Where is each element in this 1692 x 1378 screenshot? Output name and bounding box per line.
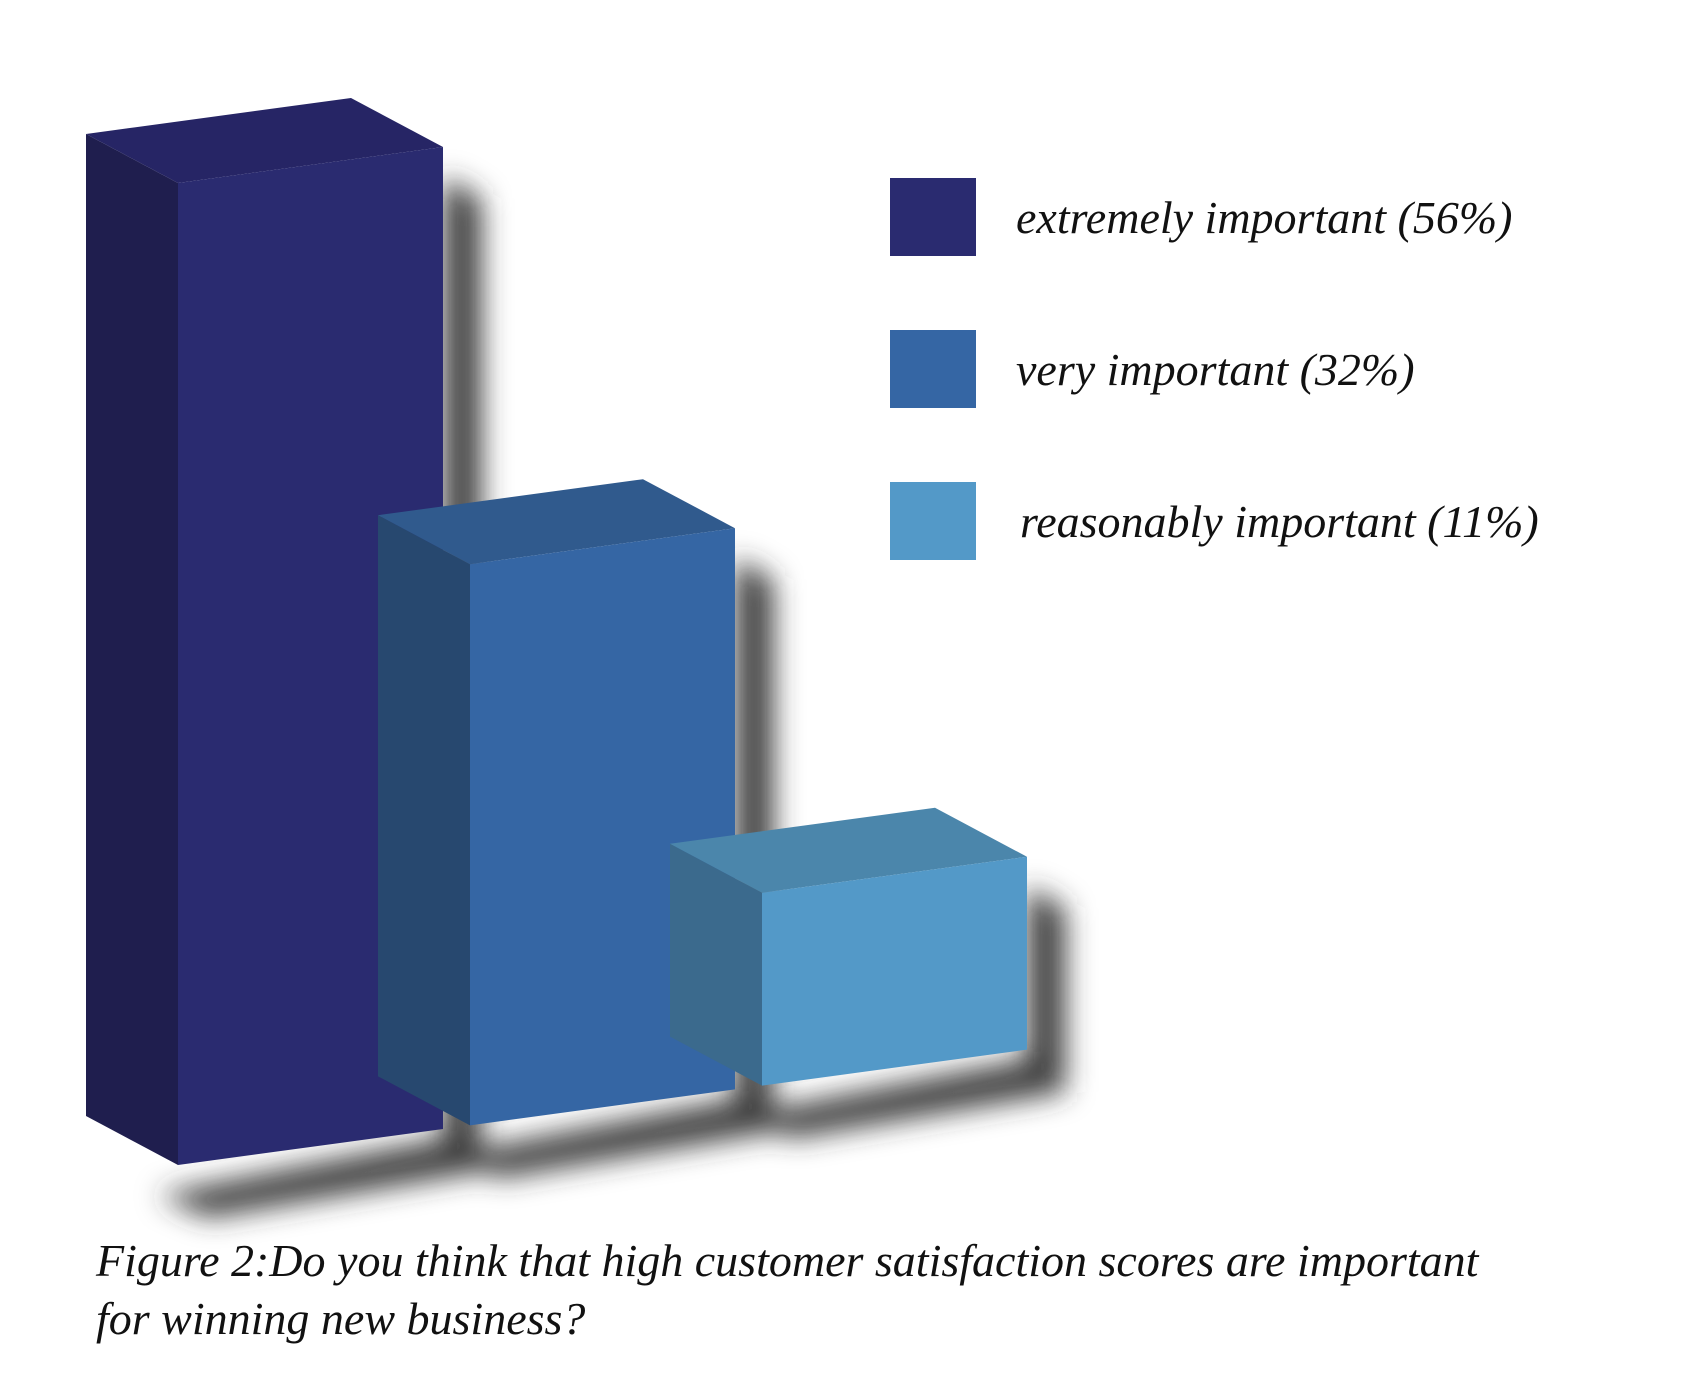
bar-top-2 — [378, 479, 735, 565]
bar-side-2 — [378, 515, 470, 1126]
bar-side-3 — [670, 843, 762, 1086]
bar-front-2 — [470, 528, 735, 1126]
bar-top-3 — [670, 807, 1027, 893]
bar-1 — [86, 98, 443, 1165]
bar-top-1 — [86, 98, 443, 183]
legend-swatch-3 — [890, 482, 976, 560]
bar-front-1 — [178, 147, 443, 1165]
bar-front-3 — [762, 856, 1027, 1086]
bars — [86, 98, 1027, 1165]
bar-side-1 — [86, 134, 178, 1165]
caption-line-1: Figure 2:Do you think that high customer… — [96, 1235, 1479, 1286]
legend: extremely important (56%) very important … — [890, 178, 1539, 560]
legend-label-3: reasonably important (11%) — [1020, 496, 1539, 547]
bar-2 — [378, 479, 735, 1126]
bar-3 — [670, 807, 1027, 1086]
legend-label-2: very important (32%) — [1016, 344, 1415, 395]
bar-shadow-2 — [450, 558, 773, 1178]
legend-swatch-2 — [890, 330, 976, 408]
legend-swatch-1 — [890, 178, 976, 256]
figure-caption: Figure 2:Do you think that high customer… — [96, 1232, 1656, 1348]
bar-shadow-3 — [742, 886, 1065, 1138]
caption-line-2: for winning new business? — [96, 1293, 586, 1344]
legend-label-1: extremely important (56%) — [1016, 192, 1512, 243]
